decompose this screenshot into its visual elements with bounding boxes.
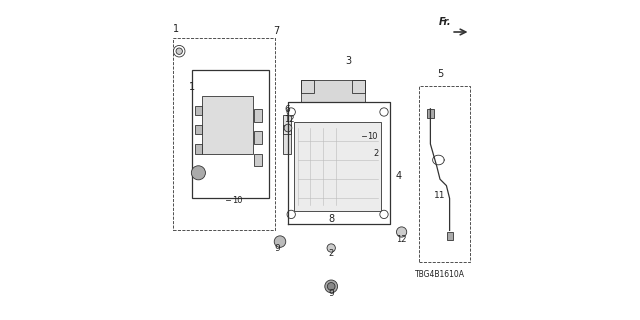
- Circle shape: [284, 124, 292, 132]
- Text: 5: 5: [437, 69, 443, 79]
- Bar: [192, 70, 269, 198]
- Text: 4: 4: [396, 171, 401, 181]
- Bar: [195, 125, 202, 134]
- Text: 1: 1: [189, 82, 195, 92]
- Bar: [419, 86, 470, 262]
- Bar: [358, 134, 364, 138]
- Bar: [254, 109, 262, 122]
- Text: 10: 10: [367, 132, 378, 140]
- Bar: [447, 232, 453, 240]
- Text: 9: 9: [328, 289, 334, 298]
- Text: 2: 2: [328, 249, 334, 258]
- Circle shape: [275, 236, 285, 247]
- Circle shape: [380, 210, 388, 219]
- Text: 8: 8: [328, 214, 334, 224]
- Circle shape: [176, 48, 182, 54]
- Bar: [301, 80, 365, 102]
- Text: 1: 1: [173, 24, 179, 34]
- Text: TBG4B1610A: TBG4B1610A: [415, 270, 465, 279]
- Bar: [254, 131, 262, 144]
- Bar: [283, 125, 291, 134]
- Circle shape: [287, 210, 296, 219]
- Text: 9: 9: [274, 244, 280, 253]
- Text: 11: 11: [435, 191, 445, 200]
- Bar: [195, 106, 202, 115]
- Circle shape: [191, 166, 205, 180]
- Text: 3: 3: [346, 56, 352, 66]
- Bar: [254, 154, 262, 166]
- Bar: [294, 122, 381, 211]
- Circle shape: [325, 280, 338, 293]
- Text: 10: 10: [232, 196, 243, 204]
- Circle shape: [397, 227, 407, 237]
- Circle shape: [287, 108, 296, 116]
- Bar: [352, 80, 365, 93]
- Bar: [195, 144, 202, 154]
- Text: Fr.: Fr.: [438, 17, 451, 28]
- Circle shape: [328, 283, 335, 290]
- Bar: [202, 96, 253, 154]
- Text: 12: 12: [284, 115, 294, 124]
- Bar: [428, 109, 434, 118]
- Circle shape: [173, 45, 185, 57]
- Bar: [283, 115, 291, 154]
- Bar: [301, 80, 314, 93]
- Text: 7: 7: [274, 26, 280, 36]
- Bar: [173, 38, 275, 230]
- Circle shape: [327, 244, 335, 252]
- Text: 12: 12: [396, 235, 407, 244]
- Bar: [367, 151, 372, 155]
- Text: 2: 2: [374, 149, 379, 158]
- Circle shape: [380, 108, 388, 116]
- Text: 6: 6: [285, 105, 291, 114]
